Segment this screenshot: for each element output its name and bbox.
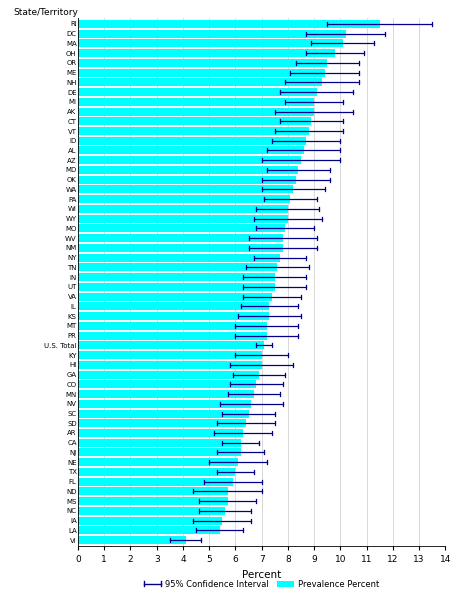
X-axis label: Percent: Percent <box>242 569 281 580</box>
Bar <box>78 448 241 457</box>
Bar <box>78 215 288 223</box>
Bar <box>78 419 246 427</box>
Bar <box>78 390 254 398</box>
Bar <box>78 380 257 388</box>
Legend: 95% Confidence Interval, Prevalence Percent: 95% Confidence Interval, Prevalence Perc… <box>141 577 382 592</box>
Bar <box>78 176 296 184</box>
Bar <box>78 497 228 505</box>
Bar <box>78 507 225 515</box>
Bar <box>78 88 317 96</box>
Bar <box>78 98 314 106</box>
Text: State/Territory: State/Territory <box>14 8 78 17</box>
Bar <box>78 361 262 369</box>
Bar <box>78 341 264 349</box>
Bar <box>78 439 241 447</box>
Bar <box>78 127 309 135</box>
Bar <box>78 400 251 408</box>
Bar <box>78 322 267 330</box>
Bar <box>78 68 325 77</box>
Bar <box>78 224 285 232</box>
Bar <box>78 40 343 47</box>
Bar <box>78 312 269 320</box>
Bar <box>78 283 275 291</box>
Bar <box>78 20 380 28</box>
Bar <box>78 205 288 213</box>
Bar <box>78 478 233 485</box>
Bar <box>78 234 283 242</box>
Bar <box>78 79 322 86</box>
Bar <box>78 185 293 193</box>
Bar <box>78 332 267 340</box>
Bar <box>78 263 277 271</box>
Bar <box>78 49 335 57</box>
Bar <box>78 458 238 466</box>
Bar <box>78 410 248 418</box>
Bar <box>78 526 220 535</box>
Bar <box>78 59 327 67</box>
Bar <box>78 351 262 359</box>
Bar <box>78 156 301 164</box>
Bar <box>78 146 303 154</box>
Bar <box>78 517 222 524</box>
Bar <box>78 293 272 301</box>
Bar <box>78 254 280 262</box>
Bar <box>78 29 346 38</box>
Bar <box>78 468 235 476</box>
Bar <box>78 195 291 203</box>
Bar <box>78 536 185 544</box>
Bar <box>78 302 269 310</box>
Bar <box>78 137 306 145</box>
Bar <box>78 487 228 496</box>
Bar <box>78 371 259 379</box>
Bar <box>78 107 314 116</box>
Bar <box>78 166 298 174</box>
Bar <box>78 273 275 281</box>
Bar <box>78 117 312 125</box>
Bar <box>78 429 243 437</box>
Bar <box>78 244 283 252</box>
